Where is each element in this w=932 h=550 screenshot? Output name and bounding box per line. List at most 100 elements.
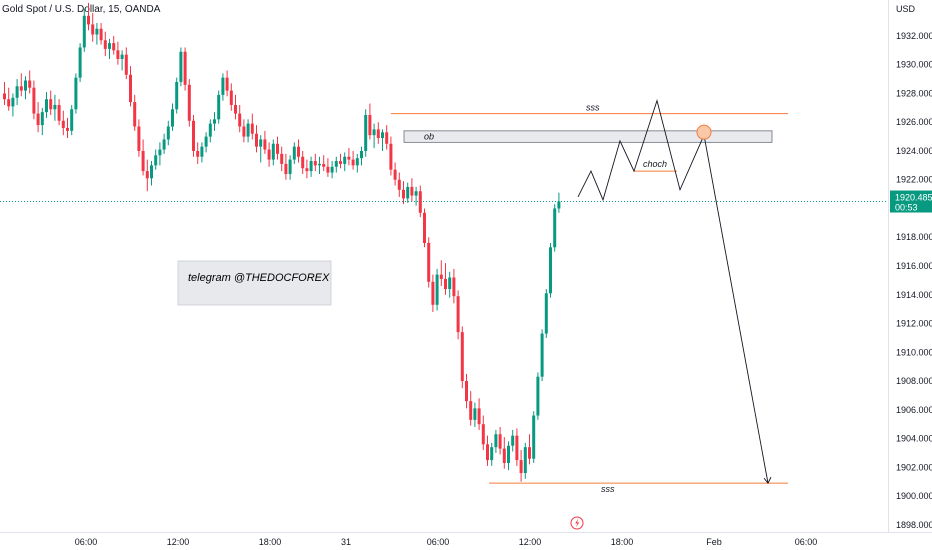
candle-body [225, 77, 229, 91]
candle-body [208, 123, 212, 137]
price-tick-label: 1900.000 [896, 491, 932, 501]
candle-body [372, 129, 376, 136]
candle-body [137, 126, 141, 151]
candle-body [192, 120, 195, 151]
candle-body [175, 81, 179, 110]
candle-body [196, 150, 200, 157]
candle-body [36, 113, 40, 126]
candle-body [313, 161, 317, 166]
candles [3, 2, 561, 482]
order-block-touch-marker [696, 124, 712, 140]
candle-body [402, 189, 405, 199]
candle-body [259, 139, 263, 147]
candle-body [221, 77, 225, 95]
candle-body [339, 161, 342, 164]
candle-body [507, 445, 510, 463]
price-tick-label: 1902.000 [896, 462, 932, 472]
candle-body [234, 104, 237, 114]
order-block-zone[interactable] [403, 130, 773, 143]
candle-body [292, 146, 296, 160]
price-tag-value: 1920.485 [895, 193, 932, 203]
candle-body [255, 133, 258, 147]
candle-body [213, 119, 216, 124]
candle-body [246, 123, 250, 137]
candle-body [406, 186, 410, 199]
candle-body [141, 150, 145, 172]
candle-body [330, 166, 334, 173]
candle-body [553, 208, 557, 248]
candle-body [523, 447, 527, 474]
time-axis[interactable]: 06:00 12:00 18:00 31 06:00 12:00 18:00 Feb 06:00 [75, 537, 818, 547]
candle-body [74, 77, 78, 110]
candle-body [448, 277, 452, 290]
candle-body [444, 278, 447, 290]
candle-body [494, 434, 498, 448]
candle-body [53, 104, 57, 110]
candle-body [120, 54, 124, 59]
candle-body [284, 163, 288, 174]
candle-body [381, 132, 384, 139]
candle-body [469, 401, 473, 420]
candle-body [557, 201, 561, 209]
price-tick-label: 1928.000 [896, 88, 932, 98]
candle-body [276, 143, 279, 154]
time-tick-label: 06:00 [795, 537, 818, 547]
candle-body [250, 123, 254, 134]
price-tick-label: 1932.000 [896, 31, 932, 41]
price-tick-label: 1918.000 [896, 232, 932, 242]
candle-body [91, 24, 95, 35]
candle-body [124, 54, 128, 75]
candle-body [82, 15, 86, 48]
price-tick-label: 1906.000 [896, 405, 932, 415]
price-tick-label: 1930.000 [896, 60, 932, 70]
candle-body [322, 163, 326, 167]
current-price-tag[interactable]: 1920.485 00:53 [890, 190, 932, 213]
candle-body [528, 447, 531, 459]
price-tick-label: 1924.000 [896, 146, 932, 156]
candle-body [326, 166, 330, 173]
sss-top-label: sss [586, 103, 600, 113]
sss-bottom-label: sss [601, 484, 615, 494]
candle-body [129, 74, 132, 103]
candle-body [78, 47, 82, 78]
candle-body [351, 159, 355, 166]
candle-body [473, 408, 477, 420]
projection-arrowhead-icon [763, 476, 772, 484]
candle-body [423, 212, 426, 243]
candle-body [28, 80, 32, 88]
lightning-icon[interactable] [570, 516, 584, 530]
candle-body [456, 296, 460, 333]
candle-body [465, 381, 468, 402]
candle-body [397, 179, 401, 190]
candle-body [49, 99, 53, 110]
price-axis[interactable]: 1898.000 1900.000 1902.000 1904.000 1906.000… [896, 31, 932, 530]
candle-body [460, 332, 464, 382]
candle-body [301, 156, 305, 169]
candle-body [171, 109, 174, 127]
candle-body [15, 86, 19, 98]
price-tick-label: 1898.000 [896, 520, 932, 530]
candle-body [11, 97, 15, 107]
candle-body [179, 51, 183, 82]
candle-body [389, 143, 393, 170]
candle-body [200, 146, 204, 157]
candle-body [519, 460, 523, 474]
candle-body [498, 434, 502, 449]
candle-body [271, 143, 275, 160]
candle-body [347, 156, 351, 160]
choch-label: choch [643, 159, 667, 169]
candle-body [108, 43, 111, 49]
candle-body [87, 15, 90, 25]
candle-body [544, 293, 548, 334]
candle-body [3, 93, 6, 100]
candle-body [452, 277, 456, 297]
projection-path[interactable] [577, 99, 769, 484]
time-tick-label: 06:00 [427, 537, 450, 547]
candle-body [368, 115, 372, 136]
price-tick-label: 1922.000 [896, 175, 932, 185]
candle-body [536, 376, 540, 416]
candle-body [267, 149, 271, 160]
candle-body [511, 435, 515, 446]
candle-body [187, 84, 191, 121]
